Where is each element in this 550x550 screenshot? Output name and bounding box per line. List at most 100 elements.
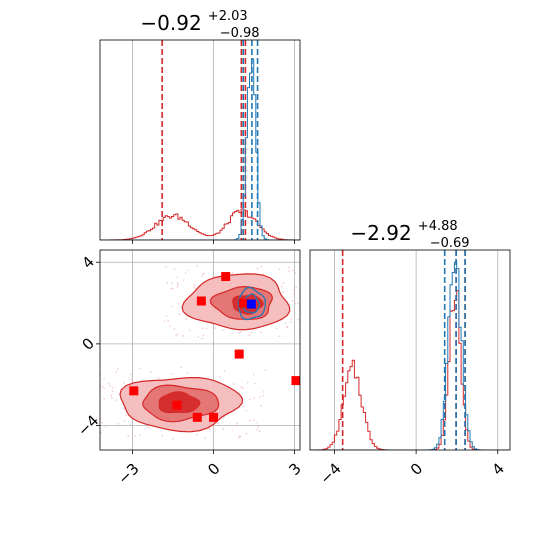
scatter-point: [311, 330, 313, 332]
scatter-point: [127, 435, 130, 437]
scatter-point: [129, 373, 132, 376]
scatter-point: [201, 337, 203, 340]
scatter-point: [96, 415, 98, 417]
scatter-point: [197, 335, 200, 338]
red-marker: [291, 376, 300, 386]
scatter-point: [201, 272, 204, 275]
scatter-point: [110, 396, 113, 399]
histogram-blue: [100, 58, 300, 240]
scatter-point: [167, 319, 169, 322]
scatter-point: [182, 335, 185, 337]
scatter-point: [303, 282, 305, 284]
scatter-point: [262, 394, 264, 397]
red-marker: [209, 412, 219, 422]
scatter-point: [248, 334, 251, 336]
scatter-point: [125, 414, 128, 417]
x-tick-label: −4: [316, 460, 344, 488]
scatter-point: [110, 394, 113, 397]
scatter-point: [138, 367, 141, 370]
scatter-point: [202, 334, 205, 337]
scatter-point: [292, 289, 295, 292]
scatter-point: [101, 421, 103, 424]
scatter-point: [130, 378, 133, 381]
red-marker: [234, 349, 244, 359]
scatter-point: [285, 326, 288, 328]
scatter-point: [93, 435, 95, 437]
scatter-point: [184, 272, 187, 275]
scatter-point: [295, 286, 298, 289]
histogram-red: [310, 290, 510, 450]
scatter-point: [171, 282, 173, 284]
scatter-point: [238, 434, 241, 437]
scatter-point: [98, 437, 100, 439]
scatter-point: [288, 270, 291, 272]
y-tick-label: 0: [78, 334, 97, 353]
scatter-point: [93, 438, 95, 440]
scatter-point: [258, 430, 261, 433]
scatter-point: [123, 381, 126, 384]
scatter-point: [302, 335, 304, 337]
red-marker: [221, 272, 231, 282]
scatter-point: [101, 385, 104, 388]
scatter-point: [161, 434, 164, 437]
scatter-point: [240, 330, 242, 333]
scatter-point: [116, 368, 119, 370]
scatter-point: [178, 313, 181, 315]
scatter-point: [231, 272, 234, 274]
scatter-point: [280, 285, 283, 288]
scatter-point: [252, 373, 255, 376]
scatter-point: [231, 429, 234, 432]
x-tick-label: 3: [285, 460, 304, 479]
scatter-point: [284, 322, 287, 324]
scatter-point: [287, 266, 290, 269]
scatter-point: [147, 426, 150, 429]
scatter-point: [306, 309, 308, 311]
scatter-point: [123, 407, 125, 410]
scatter-point: [201, 275, 204, 278]
scatter-point: [208, 428, 211, 430]
scatter-point: [214, 327, 217, 329]
red-marker: [192, 412, 202, 422]
marginal-2-frame: [309, 249, 511, 451]
scatter-point: [111, 390, 114, 392]
scatter-point: [221, 329, 224, 331]
scatter-point: [260, 331, 262, 334]
x-tick-label: 4: [489, 460, 508, 479]
scatter-point: [107, 382, 110, 385]
scatter-point: [282, 282, 284, 285]
scatter-point: [134, 435, 137, 438]
scatter-point: [103, 387, 105, 390]
scatter-point: [311, 293, 313, 295]
scatter-point: [180, 366, 183, 369]
scatter-point: [236, 422, 239, 425]
scatter-point: [293, 293, 296, 296]
scatter-point: [177, 302, 180, 305]
scatter-point: [129, 423, 132, 426]
scatter-point: [188, 329, 191, 332]
scatter-point: [249, 398, 251, 401]
scatter-point: [117, 422, 120, 425]
scatter-point: [103, 397, 105, 400]
y-tick-label: −4: [74, 412, 102, 440]
scatter-point: [176, 333, 179, 336]
scatter-point: [172, 437, 175, 440]
scatter-point: [115, 399, 118, 402]
scatter-point: [258, 396, 261, 398]
scatter-point: [176, 282, 179, 284]
scatter-point: [250, 331, 253, 334]
scatter-point: [305, 277, 307, 279]
scatter-point: [245, 432, 248, 435]
scatter-point: [260, 404, 262, 407]
scatter-point: [176, 285, 179, 288]
scatter-point: [193, 286, 196, 289]
scatter-point: [186, 371, 189, 374]
red-marker: [238, 298, 248, 308]
scatter-point: [297, 318, 300, 321]
scatter-point: [240, 386, 242, 389]
scatter-point: [103, 378, 105, 380]
scatter-point: [235, 424, 238, 427]
scatter-point: [253, 397, 256, 399]
scatter-point: [123, 419, 126, 422]
scatter-point: [165, 315, 168, 318]
scatter-point: [177, 283, 180, 286]
